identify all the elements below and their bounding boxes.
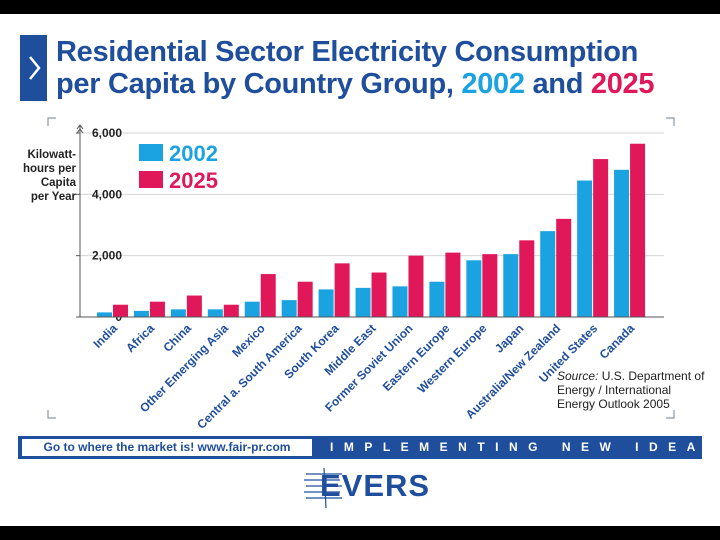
bar-2025 [445, 252, 461, 317]
bar-2025 [519, 240, 535, 317]
frame-corner [666, 410, 675, 419]
bar-2002 [97, 312, 112, 317]
x-tick-label: Eastern Europe [380, 321, 453, 394]
bar-2025 [482, 254, 498, 317]
bar-2025 [630, 143, 646, 317]
footer-tagline: IMPLEMENTING NEW IDEAS [330, 440, 720, 454]
bar-2025 [593, 159, 609, 317]
bar-2002 [355, 287, 371, 317]
bar-2025 [113, 304, 128, 317]
title-line-1: Residential Sector Electricity Consumpti… [56, 36, 639, 68]
bar-2002 [429, 281, 445, 317]
title-year-2002: 2002 [461, 68, 525, 100]
logo-mark [304, 467, 342, 509]
x-tick-label: Japan [492, 321, 526, 355]
y-axis-arrow [76, 124, 84, 130]
frame-corner [666, 117, 675, 126]
bar-2025 [334, 263, 350, 317]
y-tick-label: 4,000 [92, 187, 122, 201]
y-axis-label-line: Kilowatt- [27, 149, 76, 161]
bar-2002 [133, 310, 149, 317]
slide: Residential Sector Electricity Consumpti… [0, 14, 720, 526]
y-tick-label: 2,000 [92, 249, 122, 263]
bar-2002 [244, 301, 260, 317]
title-line-2: per Capita by Country Group, 2002 and 20… [56, 68, 706, 100]
bar-2002 [614, 169, 630, 317]
legend-swatch [139, 144, 163, 161]
legend-label: 2002 [169, 141, 218, 166]
title-joiner: and [524, 68, 591, 100]
bar-2025 [223, 304, 239, 317]
y-axis-label-line: Capita [40, 177, 76, 189]
source-note: Source: U.S. Department of Energy / Inte… [557, 369, 707, 411]
bar-2025 [371, 272, 387, 317]
bar-2002 [318, 289, 334, 317]
legend-swatch [139, 171, 163, 188]
bar-2002 [207, 309, 223, 317]
footer-link[interactable]: Go to where the market is! www.fair-pr.c… [21, 438, 313, 457]
frame-corner [47, 410, 56, 419]
title-line-2-prefix: per Capita by Country Group, [56, 68, 462, 100]
bar-2025 [297, 281, 313, 317]
x-tick-label: India [90, 321, 120, 351]
y-tick-label: 6,000 [92, 126, 122, 140]
bar-2002 [540, 231, 556, 317]
y-axis-label: Kilowatt- hours per Capita per Year [6, 148, 76, 204]
bar-2002 [577, 180, 593, 317]
y-axis-label-line: hours per [22, 163, 76, 175]
bar-2025 [556, 218, 572, 317]
y-axis-label-line: per Year [30, 191, 76, 203]
title-year-2025: 2025 [590, 68, 655, 100]
legend-label: 2025 [169, 168, 218, 193]
source-label: Source: [557, 369, 599, 383]
bar-2002 [503, 254, 519, 317]
source-text: U.S. Department of Energy / Internationa… [557, 369, 705, 411]
x-tick-label: Canada [597, 321, 638, 362]
bar-2002 [281, 300, 297, 317]
bar-2002 [170, 309, 186, 317]
evers-logo: EVERS [320, 468, 431, 503]
bar-2025 [149, 301, 165, 317]
bar-2002 [392, 286, 408, 317]
chevron-right-icon [29, 56, 41, 80]
bar-2025 [260, 274, 276, 317]
bar-2025 [186, 295, 202, 317]
bar-2025 [408, 255, 424, 317]
title-marker [20, 35, 47, 101]
bar-2002 [466, 260, 482, 317]
x-tick-label: China [161, 321, 195, 355]
chart-title: Residential Sector Electricity Consumpti… [56, 36, 706, 100]
x-tick-label: Africa [123, 321, 157, 355]
y-axis-arrow [76, 128, 84, 134]
x-tick-label: Western Europe [415, 321, 490, 396]
frame-corner [47, 117, 56, 126]
